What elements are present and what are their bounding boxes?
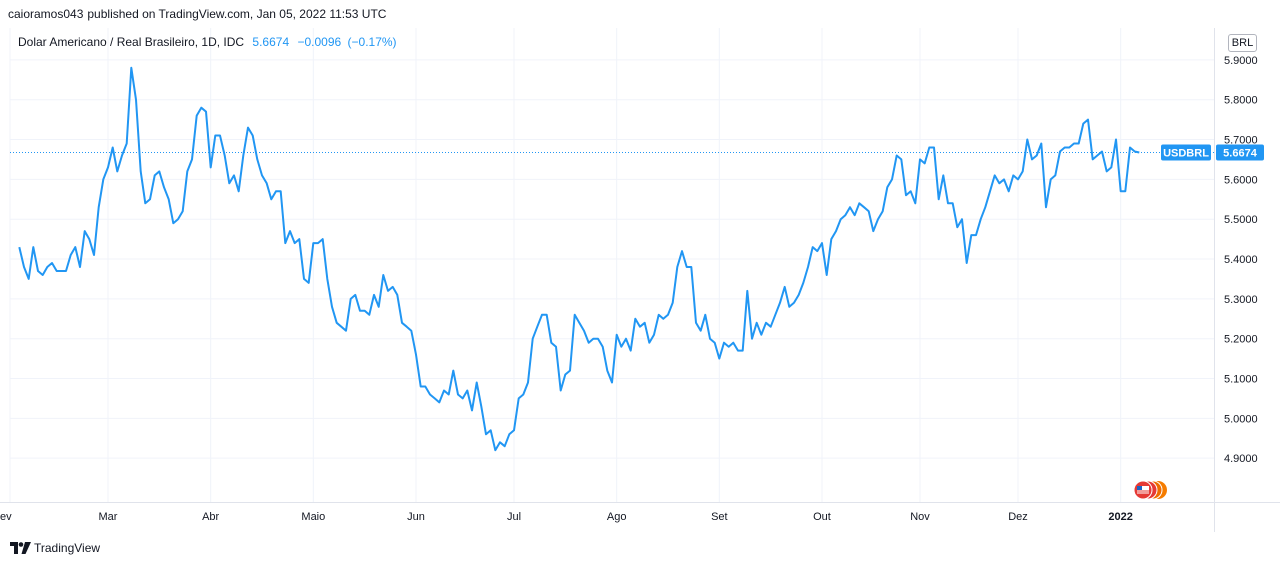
- y-tick-label: 4.9000: [1224, 453, 1258, 465]
- y-tick-label: 5.5000: [1224, 214, 1258, 226]
- publish-header: caioramos043 published on TradingView.com…: [8, 7, 390, 21]
- x-tick-label: Jul: [507, 511, 521, 523]
- x-tick-label: ev: [0, 511, 12, 523]
- tradingview-logo-icon[interactable]: [10, 542, 31, 554]
- y-tick-label: 5.2000: [1224, 334, 1258, 346]
- footer: TradingView: [10, 541, 100, 555]
- price-chart[interactable]: 5.9000 5.8000 5.7000 5.6000 5.5000 5.4000 5.30…: [0, 28, 1280, 533]
- y-tick-label: 5.7000: [1224, 135, 1258, 147]
- chart-legend: Dolar Americano / Real Brasileiro, 1D, I…: [18, 35, 397, 49]
- x-tick-label: Ago: [607, 511, 627, 523]
- x-tick-label: Out: [813, 511, 831, 523]
- x-tick-label: Abr: [202, 511, 219, 523]
- last-price-badge: [1216, 144, 1264, 161]
- currency-button[interactable]: BRL: [1228, 34, 1257, 52]
- y-tick-label: 5.1000: [1224, 374, 1258, 386]
- series-name-label: USDBRL: [1163, 148, 1209, 160]
- series-name-badge: [1161, 144, 1211, 161]
- author-name[interactable]: caioramos043: [8, 7, 84, 21]
- series-line-usdbrl: [18, 66, 1140, 452]
- price-change-percent: (−0.17%): [347, 35, 397, 49]
- y-tick-label: 5.9000: [1224, 55, 1258, 67]
- x-tick-label: Mar: [99, 511, 118, 523]
- x-tick-label: Set: [711, 511, 728, 523]
- last-price-label: 5.6674: [1223, 148, 1258, 160]
- x-tick-label: Maio: [301, 511, 325, 523]
- last-price: 5.6674: [252, 35, 290, 49]
- x-tick-label: Nov: [910, 511, 930, 523]
- chart-area[interactable]: 5.9000 5.8000 5.7000 5.6000 5.5000 5.4000 5.30…: [0, 28, 1280, 533]
- footer-brand[interactable]: TradingView: [34, 541, 101, 555]
- x-tick-label: 2022: [1108, 511, 1132, 523]
- y-tick-label: 5.3000: [1224, 294, 1258, 306]
- x-tick-label: Dez: [1008, 511, 1028, 523]
- y-tick-label: 5.4000: [1224, 254, 1258, 266]
- published-text: published on TradingView.com, Jan 05, 20…: [87, 7, 387, 21]
- y-tick-label: 5.0000: [1224, 413, 1258, 425]
- y-tick-label: 5.8000: [1224, 95, 1258, 107]
- price-change: −0.0096: [297, 35, 342, 49]
- symbol-title[interactable]: Dolar Americano / Real Brasileiro, 1D, I…: [18, 35, 245, 49]
- events-flag-icon[interactable]: [1133, 480, 1173, 500]
- x-tick-label: Jun: [407, 511, 425, 523]
- y-tick-label: 5.6000: [1224, 174, 1258, 186]
